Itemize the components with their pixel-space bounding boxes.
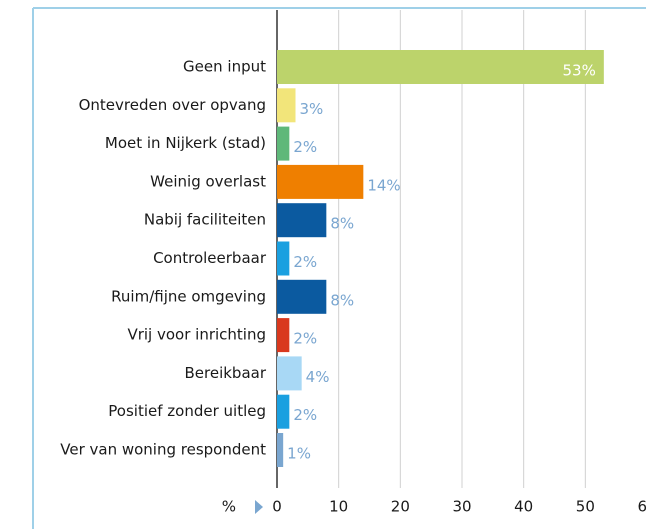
value-label: 2%	[293, 138, 317, 156]
bar	[277, 241, 290, 276]
category-label: Vrij voor inrichting	[127, 326, 266, 344]
value-label: 2%	[293, 406, 317, 424]
value-label: 8%	[330, 291, 354, 309]
bar	[277, 318, 290, 353]
category-label: Geen input	[183, 58, 266, 76]
value-label: 3%	[300, 100, 324, 118]
x-tick-label: 10	[329, 498, 348, 516]
value-label: 53%	[562, 62, 595, 80]
bar	[277, 164, 364, 199]
category-label: Controleerbaar	[153, 249, 267, 267]
value-label: 2%	[293, 330, 317, 348]
x-tick-label: 40	[514, 498, 533, 516]
bar	[277, 433, 284, 467]
value-label: 1%	[287, 445, 311, 463]
bar	[277, 50, 604, 84]
x-tick-label: 30	[452, 498, 471, 516]
bar	[277, 126, 290, 161]
category-label: Bereikbaar	[184, 364, 266, 382]
x-tick-label: 20	[391, 498, 410, 516]
category-label: Nabij faciliteiten	[144, 211, 266, 229]
category-label: Weinig overlast	[150, 172, 266, 190]
bar	[277, 356, 302, 391]
axis-arrow	[255, 500, 263, 514]
value-label: 8%	[330, 215, 354, 233]
x-tick-label: 60	[637, 498, 646, 516]
category-label: Positief zonder uitleg	[108, 402, 266, 420]
bar	[277, 88, 296, 123]
value-label: 4%	[306, 368, 330, 386]
category-label: Ruim/fijne omgeving	[111, 287, 266, 305]
x-axis-label: %	[222, 498, 236, 516]
value-label: 2%	[293, 253, 317, 271]
category-label: Moet in Nijkerk (stad)	[105, 134, 266, 152]
value-label: 14%	[367, 176, 400, 194]
category-label: Ver van woning respondent	[60, 441, 266, 459]
bar	[277, 203, 327, 238]
x-tick-label: 50	[576, 498, 595, 516]
bar	[277, 394, 290, 429]
bar	[277, 279, 327, 314]
x-tick-label: 0	[272, 498, 282, 516]
category-label: Ontevreden over opvang	[79, 96, 266, 114]
